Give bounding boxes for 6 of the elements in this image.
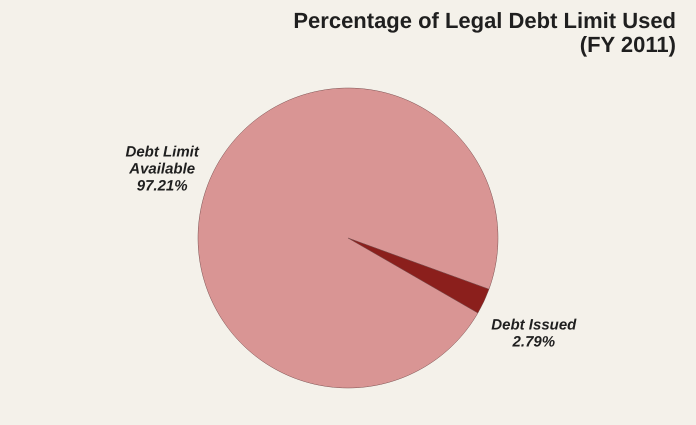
pie-slice <box>348 238 490 314</box>
slice-label: Debt Issued <box>491 316 578 334</box>
data-label: 97.21% <box>136 177 188 194</box>
chart-title: Percentage of Legal Debt Limit Used (FY 2011) <box>293 8 676 57</box>
data-label: 2.79% <box>512 334 556 351</box>
slice-label: Debt Limit Available <box>126 143 200 178</box>
